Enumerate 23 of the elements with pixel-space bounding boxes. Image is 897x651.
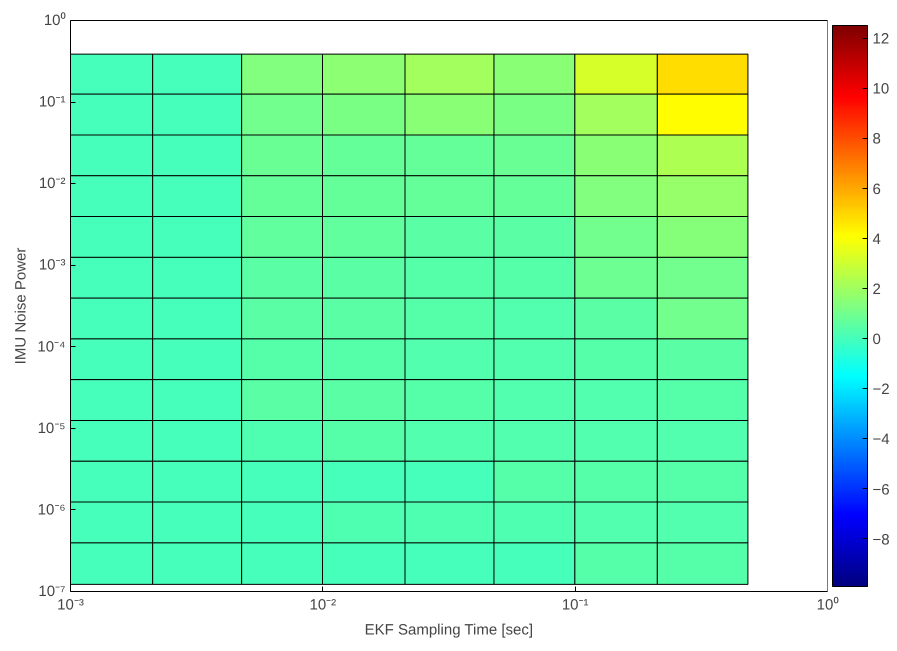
- y-tick-label: 10⁻⁴: [37, 338, 66, 356]
- color-bar-label: 4: [872, 230, 881, 248]
- color-bar-label: 2: [872, 280, 881, 298]
- x-tick-label: 10⁻²: [309, 596, 336, 614]
- y-tick-label: 10⁻¹: [38, 94, 66, 111]
- y-tick-label: 10⁻⁶: [38, 501, 66, 518]
- x-axis-title: EKF Sampling Time [sec]: [364, 622, 534, 638]
- color-bar-label: 10: [872, 80, 890, 98]
- color-bar-label: 8: [872, 130, 881, 148]
- color-bar-label: −6: [872, 481, 890, 498]
- color-bar-label: 12: [872, 30, 890, 48]
- y-tick-label: 10⁻³: [38, 256, 66, 274]
- color-bar-label: 6: [872, 180, 881, 198]
- x-tick-label: 10⁰: [816, 596, 838, 614]
- y-tick-label: 10⁻⁵: [38, 420, 66, 437]
- y-tick-label: 10⁰: [44, 12, 66, 29]
- color-bar-label: −4: [872, 431, 890, 448]
- color-bar-label: −8: [872, 531, 890, 548]
- x-tick-label: 10⁻¹: [562, 596, 589, 614]
- y-axis-title: IMU Noise Power: [12, 248, 30, 364]
- y-tick-label: 10⁻²: [38, 175, 66, 192]
- color-bar-label: 0: [872, 331, 881, 348]
- color-bar-label: −2: [872, 381, 890, 398]
